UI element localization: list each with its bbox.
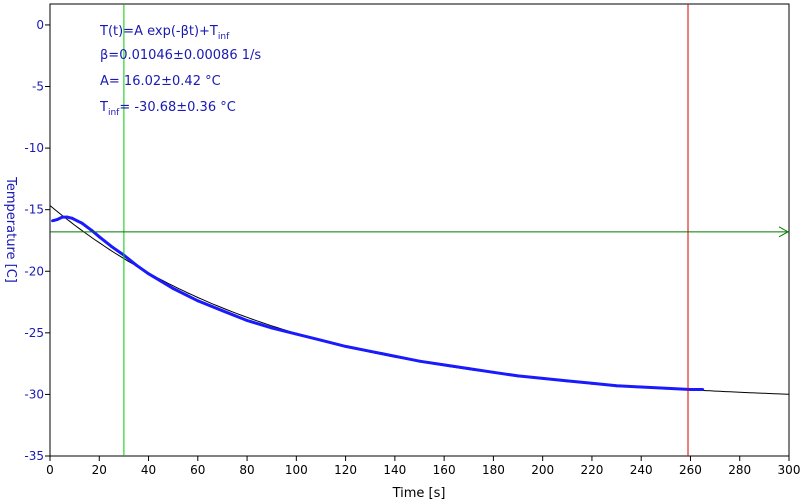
x-tick-label: 160 (433, 463, 456, 477)
measured-point (565, 379, 569, 383)
y-tick-label: -20 (24, 264, 44, 278)
measured-point (55, 218, 59, 221)
plot-frame (49, 3, 790, 457)
y-tick-label: -10 (24, 141, 44, 155)
arrow-head-icon (778, 226, 790, 238)
measured-point (90, 229, 94, 233)
x-tick-label: 120 (334, 463, 357, 477)
measured-point (75, 219, 79, 223)
measured-point (541, 377, 545, 380)
measured-point (442, 363, 446, 367)
x-tick-label: 240 (630, 463, 653, 477)
x-tick-label: 200 (531, 463, 554, 477)
y-tick-label: -30 (24, 387, 44, 401)
beta-annotation: β=0.01046±0.00086 1/s (100, 48, 261, 63)
measured-point (344, 344, 347, 348)
measured-point (221, 309, 224, 313)
measured-point (492, 370, 495, 374)
measured-point (51, 219, 54, 223)
measured-point (639, 385, 643, 389)
x-tick-label: 40 (141, 463, 156, 477)
amplitude-annotation: A= 16.02±0.42 °C (100, 74, 221, 89)
measured-point (110, 245, 113, 249)
measured-point (590, 381, 594, 385)
x-tick-label: 0 (46, 463, 54, 477)
x-tick-label: 80 (239, 463, 254, 477)
measured-point (245, 319, 249, 322)
y-tick-label: -5 (32, 80, 44, 94)
measured-point (294, 332, 298, 336)
measured-point (147, 272, 150, 276)
x-axis-label: Time [s] (392, 486, 446, 501)
measured-point (171, 287, 175, 290)
y-tick-label: -25 (24, 326, 44, 340)
x-tick-label: 300 (778, 463, 800, 477)
x-axis-ticks: 0 20 40 60 80 100 120 140 160 180 200 220 240 260 280 3… (46, 456, 800, 477)
measured-point (319, 338, 323, 342)
measured-point (70, 216, 74, 220)
y-tick-label: 0 (36, 18, 44, 32)
x-tick-label: 280 (728, 463, 751, 477)
y-tick-label: -35 (24, 449, 44, 463)
x-tick-label: 60 (190, 463, 205, 477)
x-tick-label: 260 (679, 463, 702, 477)
measured-point (159, 279, 163, 283)
measured-point (393, 354, 397, 358)
measured-point (65, 215, 69, 219)
measured-point (615, 384, 618, 388)
marker-lines (50, 4, 790, 456)
measured-point (60, 215, 64, 219)
measured-point (516, 374, 520, 378)
measured-point (97, 235, 101, 239)
measured-point (196, 299, 200, 303)
fit-model-annotation: T(t)=A exp(-βt)+Tinf (99, 24, 230, 42)
measured-point (80, 221, 84, 225)
tinf-annotation: Tinf= -30.68±0.36 °C (99, 100, 236, 118)
x-tick-label: 140 (383, 463, 406, 477)
y-axis-ticks: 0 -5 -10 -15 -20 -25 -30 -35 (24, 18, 50, 463)
measured-point (134, 263, 138, 267)
measured-point (664, 386, 668, 390)
x-tick-label: 220 (580, 463, 603, 477)
x-tick-label: 100 (285, 463, 308, 477)
measured-point (270, 326, 274, 330)
measured-point (368, 349, 372, 353)
measured-point (701, 388, 705, 391)
y-axis-label: Temperature [C] (3, 176, 18, 283)
x-tick-label: 180 (482, 463, 505, 477)
measured-point (467, 367, 471, 370)
measured-point (85, 225, 89, 229)
x-tick-label: 20 (92, 463, 107, 477)
y-tick-label: -15 (24, 203, 44, 217)
measured-point (689, 388, 692, 391)
measured-point (418, 359, 421, 363)
measured-series-group (51, 215, 705, 391)
